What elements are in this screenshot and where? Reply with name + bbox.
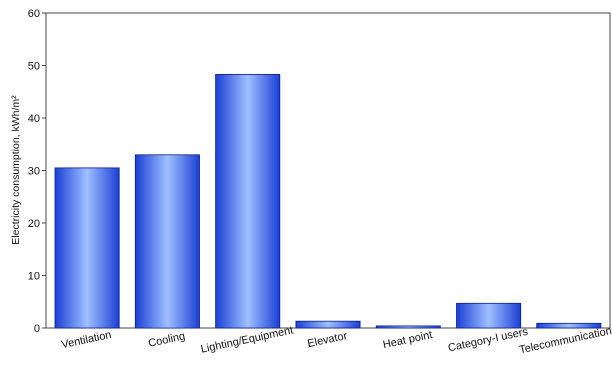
plot-frame [45,12,611,329]
x-axis-labels: Ventilation Cooling Lighting/Equipment Elev… [60,324,612,357]
bar-heat-point [375,325,441,329]
y-tick-label: 10 [28,271,40,283]
y-tick-label: 40 [28,113,40,125]
y-tick-label: 30 [28,166,40,178]
y-tick-label: 60 [28,8,40,20]
plot-area-border [45,12,611,329]
bar-telecommunications [536,322,602,329]
y-axis-ticks: 0 10 20 30 40 50 60 [28,8,46,335]
bar-ventilation [54,167,120,329]
y-tick-label: 0 [34,323,40,335]
x-tick-label: Elevator [306,330,348,350]
y-tick-label: 50 [28,61,40,73]
x-tick-label: Lighting/Equipment [200,324,295,355]
x-tick-label: Heat point [382,329,434,351]
bar-category-i-users [456,302,522,329]
bar-lighting-equipment [215,74,281,329]
x-tick-label: Telecommunications [518,324,612,357]
x-tick-label: Category-I users [447,326,530,355]
bars [54,74,602,329]
x-tick-label: Cooling [147,330,186,349]
x-tick-label: Ventilation [60,329,112,351]
bar-elevator [295,320,361,329]
y-tick-label: 20 [28,218,40,230]
bar-cooling [134,154,200,329]
y-axis-title: Electricity consumption, kWh/m² [10,95,22,245]
